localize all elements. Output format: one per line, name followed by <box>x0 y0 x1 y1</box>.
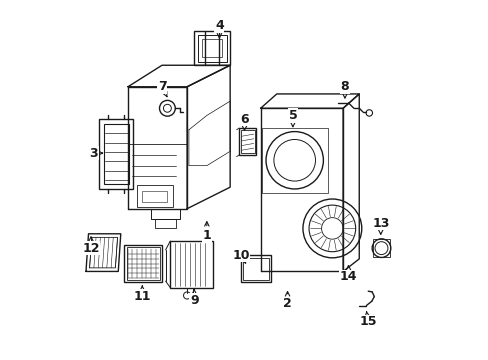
Text: 12: 12 <box>82 237 100 255</box>
Text: 14: 14 <box>339 266 357 283</box>
Bar <box>194 31 230 65</box>
Text: 13: 13 <box>371 216 388 234</box>
Text: 5: 5 <box>288 109 297 127</box>
Text: 11: 11 <box>133 286 151 303</box>
Text: 15: 15 <box>359 312 376 328</box>
Bar <box>99 119 133 189</box>
Text: 10: 10 <box>232 249 249 263</box>
Text: 6: 6 <box>240 113 248 130</box>
Bar <box>261 128 327 193</box>
Bar <box>372 239 389 257</box>
Text: 1: 1 <box>202 222 211 242</box>
Bar <box>170 241 212 288</box>
Text: 2: 2 <box>283 292 291 310</box>
Text: 3: 3 <box>89 147 102 159</box>
Text: 4: 4 <box>215 19 224 38</box>
Bar <box>124 244 162 282</box>
Bar <box>126 247 159 280</box>
Bar <box>239 128 256 155</box>
Bar <box>202 39 222 57</box>
Bar <box>241 130 254 153</box>
Bar <box>104 124 128 184</box>
Bar <box>241 255 271 282</box>
Text: 8: 8 <box>340 80 348 98</box>
Text: 7: 7 <box>157 80 166 97</box>
Bar <box>137 185 172 207</box>
Bar <box>142 191 167 202</box>
Bar <box>243 258 268 280</box>
Text: 9: 9 <box>190 290 198 307</box>
Bar <box>198 35 226 62</box>
